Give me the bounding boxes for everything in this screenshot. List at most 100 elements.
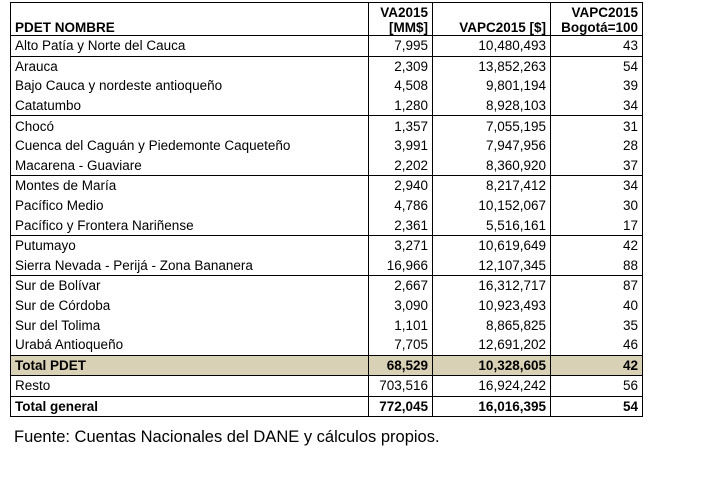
source-note: Fuente: Cuentas Nacionales del DANE y cá… — [14, 428, 440, 446]
cell-vapc2015: 12,691,202 — [432, 334, 551, 356]
table-row: Sur del Tolima 1,101 8,865,825 35 — [10, 315, 643, 335]
cell-name: Sur de Córdoba — [10, 295, 369, 316]
cell-vapc2015: 16,924,242 — [432, 375, 551, 397]
table-row: Sur de Bolívar 2,667 16,312,717 87 — [10, 275, 643, 296]
cell-name: Macarena - Guaviare — [10, 155, 369, 177]
cell-va2015: 2,940 — [368, 175, 433, 196]
header-vapc-index-line1: VAPC2015 — [571, 5, 638, 20]
table-row: Arauca 2,309 13,852,263 54 — [10, 56, 643, 77]
cell-vapc2015: 10,619,649 — [432, 235, 551, 256]
cell-va2015: 16,966 — [368, 255, 433, 277]
cell-va2015: 3,271 — [368, 235, 433, 256]
cell-vapc-index: 54 — [550, 56, 643, 77]
cell-vapc-index: 87 — [550, 275, 643, 296]
table-row: Macarena - Guaviare 2,202 8,360,920 37 — [10, 155, 643, 177]
header-pdet-nombre: PDET NOMBRE — [10, 2, 369, 36]
table-row: Alto Patía y Norte del Cauca 7,995 10,480,… — [10, 35, 643, 57]
cell-vapc2015: 16,312,717 — [432, 275, 551, 296]
cell-vapc-index: 39 — [550, 76, 643, 96]
cell-vapc2015: 10,480,493 — [432, 35, 551, 57]
cell-name: Sur de Bolívar — [10, 275, 369, 296]
cell-name: Sur del Tolima — [10, 315, 369, 335]
cell-vapc-index: 42 — [550, 235, 643, 256]
cell-vapc-index: 43 — [550, 35, 643, 57]
cell-vapc-index: 56 — [550, 375, 643, 397]
table-row: Montes de María 2,940 8,217,412 34 — [10, 175, 643, 196]
table-row: Cuenca del Caguán y Piedemonte Caqueteño… — [10, 135, 643, 156]
header-va2015-line2: [MM$] — [389, 20, 428, 35]
cell-va2015: 68,529 — [368, 354, 433, 377]
cell-vapc2015: 7,947,956 — [432, 135, 551, 156]
cell-vapc2015: 8,360,920 — [432, 155, 551, 177]
resto-row: Resto 703,516 16,924,242 56 — [10, 375, 643, 397]
cell-vapc2015: 9,801,194 — [432, 76, 551, 96]
cell-va2015: 4,508 — [368, 76, 433, 96]
cell-va2015: 7,705 — [368, 334, 433, 356]
cell-va2015: 1,357 — [368, 115, 433, 136]
cell-va2015: 3,090 — [368, 295, 433, 316]
cell-va2015: 7,995 — [368, 35, 433, 57]
cell-name: Bajo Cauca y nordeste antioqueño — [10, 76, 369, 96]
cell-name: Arauca — [10, 56, 369, 77]
cell-vapc2015: 8,217,412 — [432, 175, 551, 196]
cell-vapc2015: 10,923,493 — [432, 295, 551, 316]
table-row: Sierra Nevada - Perijá - Zona Bananera 16… — [10, 255, 643, 277]
cell-vapc-index: 35 — [550, 315, 643, 335]
cell-va2015: 2,667 — [368, 275, 433, 296]
cell-name: Total PDET — [10, 354, 369, 377]
cell-va2015: 703,516 — [368, 375, 433, 397]
table-row: Pacífico y Frontera Nariñense 2,361 5,516,… — [10, 215, 643, 236]
cell-vapc-index: 40 — [550, 295, 643, 316]
cell-vapc-index: 88 — [550, 255, 643, 277]
cell-vapc-index: 31 — [550, 115, 643, 136]
cell-va2015: 772,045 — [368, 396, 433, 418]
cell-name: Chocó — [10, 115, 369, 136]
cell-name: Cuenca del Caguán y Piedemonte Caqueteño — [10, 135, 369, 156]
cell-name: Catatumbo — [10, 95, 369, 117]
table-row: Sur de Córdoba 3,090 10,923,493 40 — [10, 295, 643, 316]
cell-vapc2015: 8,865,825 — [432, 315, 551, 335]
cell-vapc-index: 30 — [550, 195, 643, 216]
cell-vapc2015: 5,516,161 — [432, 215, 551, 236]
table-row: Chocó 1,357 7,055,195 31 — [10, 115, 643, 136]
cell-vapc-index: 17 — [550, 215, 643, 236]
header-row: PDET NOMBRE VA2015 [MM$] VAPC2015 [$] VA… — [10, 2, 643, 36]
cell-name: Total general — [10, 396, 369, 418]
cell-name: Urabá Antioqueño — [10, 334, 369, 356]
cell-name: Resto — [10, 375, 369, 397]
cell-vapc2015: 7,055,195 — [432, 115, 551, 136]
header-va2015-line1: VA2015 — [380, 5, 428, 20]
table-row: Putumayo 3,271 10,619,649 42 — [10, 235, 643, 256]
cell-va2015: 1,101 — [368, 315, 433, 335]
header-vapc-index: VAPC2015 Bogotá=100 — [550, 2, 643, 36]
cell-name: Sierra Nevada - Perijá - Zona Bananera — [10, 255, 369, 277]
cell-va2015: 4,786 — [368, 195, 433, 216]
cell-vapc-index: 42 — [550, 354, 643, 377]
cell-vapc-index: 34 — [550, 95, 643, 117]
cell-vapc2015: 13,852,263 — [432, 56, 551, 77]
cell-va2015: 2,202 — [368, 155, 433, 177]
cell-name: Putumayo — [10, 235, 369, 256]
cell-va2015: 1,280 — [368, 95, 433, 117]
total-general-row: Total general 772,045 16,016,395 54 — [10, 396, 643, 418]
cell-va2015: 3,991 — [368, 135, 433, 156]
cell-vapc-index: 37 — [550, 155, 643, 177]
cell-vapc-index: 34 — [550, 175, 643, 196]
cell-vapc2015: 16,016,395 — [432, 396, 551, 418]
table-row: Pacífico Medio 4,786 10,152,067 30 — [10, 195, 643, 216]
cell-vapc2015: 8,928,103 — [432, 95, 551, 117]
header-vapc-index-line2: Bogotá=100 — [561, 20, 638, 35]
total-pdet-row: Total PDET 68,529 10,328,605 42 — [10, 354, 643, 377]
cell-vapc2015: 10,152,067 — [432, 195, 551, 216]
cell-vapc-index: 28 — [550, 135, 643, 156]
table-row: Urabá Antioqueño 7,705 12,691,202 46 — [10, 334, 643, 356]
cell-vapc-index: 46 — [550, 334, 643, 356]
table-row: Bajo Cauca y nordeste antioqueño 4,508 9,8… — [10, 76, 643, 96]
header-va2015: VA2015 [MM$] — [368, 2, 433, 36]
cell-name: Pacífico y Frontera Nariñense — [10, 215, 369, 236]
header-vapc2015: VAPC2015 [$] — [432, 2, 551, 36]
cell-va2015: 2,361 — [368, 215, 433, 236]
cell-name: Montes de María — [10, 175, 369, 196]
cell-name: Pacífico Medio — [10, 195, 369, 216]
cell-vapc-index: 54 — [550, 396, 643, 418]
